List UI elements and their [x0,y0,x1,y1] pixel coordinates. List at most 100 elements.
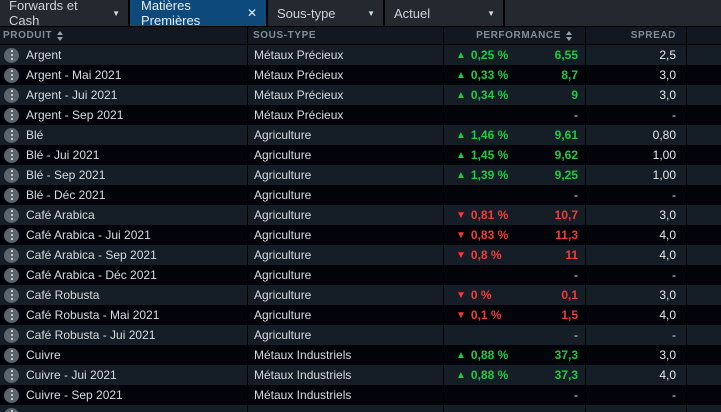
direction-icon: ▲ [456,69,466,81]
row-menu-icon[interactable] [4,407,19,412]
spread-value: 0,80 [586,125,687,145]
row-menu-icon[interactable] [4,347,19,363]
row-menu-icon[interactable] [4,47,19,63]
table-row[interactable]: Café Arabica - Jui 2021 Agriculture ▼ 0,… [0,225,721,245]
table-row[interactable]: Café Arabica Agriculture ▼ 0,81 % 10,7 3… [0,205,721,225]
table-row[interactable]: Café Robusta - Mai 2021 Agriculture ▼ 0,… [0,305,721,325]
sort-icon[interactable] [57,30,64,41]
performance-value: 37,3 [554,348,578,362]
chevron-down-icon: ▼ [487,8,495,18]
performance-value: - [574,328,578,342]
row-menu-icon[interactable] [4,67,19,83]
row-menu-icon[interactable] [4,267,19,283]
table-row[interactable]: Argent - Sep 2021 Métaux Précieux - - [0,105,721,125]
product-name: Café Robusta - Mai 2021 [26,308,160,322]
spread-value: - [586,265,687,285]
sub-type-label: Agriculture [254,168,312,182]
tab-matieres-premieres[interactable]: Matières Premières ✕ [130,0,266,28]
direction-icon: ▼ [456,229,466,241]
column-header-spread[interactable]: SPREAD [586,27,687,44]
table-row[interactable]: Café Arabica - Sep 2021 Agriculture ▼ 0,… [0,245,721,265]
sous-type-dropdown[interactable]: Sous-type ▼ [268,0,383,26]
row-gutter [687,205,721,225]
row-menu-icon[interactable] [4,227,19,243]
table-row[interactable]: Blé - Jui 2021 Agriculture ▲ 1,45 % 9,62… [0,145,721,165]
product-name: Argent - Jui 2021 [26,88,118,102]
row-menu-icon[interactable] [4,87,19,103]
row-gutter [687,385,721,405]
row-gutter [687,365,721,385]
sub-type-label: Agriculture [254,308,312,322]
actuel-dropdown[interactable]: Actuel ▼ [385,0,503,26]
row-menu-icon[interactable] [4,207,19,223]
performance-value: 9 [571,88,578,102]
row-gutter [687,45,721,65]
row-menu-icon[interactable] [4,187,19,203]
sub-type-label: Agriculture [254,248,312,262]
table-row[interactable]: Argent - Mai 2021 Métaux Précieux ▲ 0,33… [0,65,721,85]
column-header-gutter [687,27,721,44]
close-icon[interactable]: ✕ [246,6,257,20]
column-header-performance[interactable]: PERFORMANCE [444,27,586,44]
table-body: Argent Métaux Précieux ▲ 0,25 % 6,55 2,5… [0,45,721,412]
table-row[interactable]: Café Arabica - Déc 2021 Agriculture - - [0,265,721,285]
spread-value: - [586,185,687,205]
table-row[interactable]: Argent Métaux Précieux ▲ 0,25 % 6,55 2,5 [0,45,721,65]
direction-icon: ▼ [456,309,466,321]
table-row[interactable]: Cuivre Métaux Industriels ▲ 0,88 % 37,3 … [0,345,721,365]
column-header-produit[interactable]: PRODUIT [0,27,248,44]
table-row[interactable]: Blé - Déc 2021 Agriculture - - [0,185,721,205]
row-gutter [687,165,721,185]
product-name: Café Arabica - Sep 2021 [26,248,157,262]
sub-type-label: Agriculture [254,208,312,222]
product-name: Cuivre [26,348,61,362]
table-header: PRODUIT SOUS-TYPE PERFORMANCE SPREAD [0,26,721,45]
row-menu-icon[interactable] [4,127,19,143]
tab-label: Matières Premières [141,0,201,28]
table-row[interactable]: Blé Agriculture ▲ 1,46 % 9,61 0,80 [0,125,721,145]
performance-percent: ▲ 1,45 % [456,148,509,162]
sub-type-label: Métaux Industriels [254,368,352,382]
row-menu-icon[interactable] [4,107,19,123]
spread-value: 1,00 [586,165,687,185]
row-menu-icon[interactable] [4,307,19,323]
row-menu-icon[interactable] [4,287,19,303]
table-row[interactable]: Argent - Jui 2021 Métaux Précieux ▲ 0,34… [0,85,721,105]
table-row[interactable]: Café Robusta - Jui 2021 Agriculture - - [0,325,721,345]
row-menu-icon[interactable] [4,147,19,163]
direction-icon: ▲ [456,149,466,161]
row-gutter [687,105,721,125]
spread-value: 4,0 [586,245,687,265]
product-name: Blé - Sep 2021 [26,168,106,182]
row-menu-icon[interactable] [4,327,19,343]
table-row[interactable]: Cuivre - Jui 2021 Métaux Industriels ▲ 0… [0,365,721,385]
chevron-down-icon: ▼ [112,8,120,18]
product-name: Argent - Sep 2021 [26,108,124,122]
direction-icon: ▲ [456,169,466,181]
direction-icon: ▼ [456,289,466,301]
sort-icon[interactable] [566,30,572,41]
table-row-partial[interactable] [0,405,721,412]
table-row[interactable]: Café Robusta Agriculture ▼ 0 % 0,1 3,0 [0,285,721,305]
table-row[interactable]: Blé - Sep 2021 Agriculture ▲ 1,39 % 9,25… [0,165,721,185]
spread-value: 4,0 [586,225,687,245]
table-row[interactable]: Cuivre - Sep 2021 Métaux Industriels - - [0,385,721,405]
sub-type-label: Métaux Industriels [254,348,352,362]
product-name: Cuivre - Jui 2021 [26,368,117,382]
performance-percent: ▼ 0,1 % [456,308,502,322]
row-gutter [687,125,721,145]
performance-value: - [574,188,578,202]
product-name: Blé - Jui 2021 [26,148,100,162]
row-menu-icon[interactable] [4,247,19,263]
row-gutter [687,145,721,165]
row-menu-icon[interactable] [4,367,19,383]
forwards-cash-dropdown[interactable]: Forwards et Cash ▼ [0,0,128,28]
row-menu-icon[interactable] [4,167,19,183]
row-menu-icon[interactable] [4,387,19,403]
column-header-sous-type[interactable]: SOUS-TYPE [248,27,444,44]
performance-value: - [574,268,578,282]
row-gutter [687,245,721,265]
spread-value [586,405,687,412]
row-gutter [687,325,721,345]
sub-type-label: Agriculture [254,148,312,162]
